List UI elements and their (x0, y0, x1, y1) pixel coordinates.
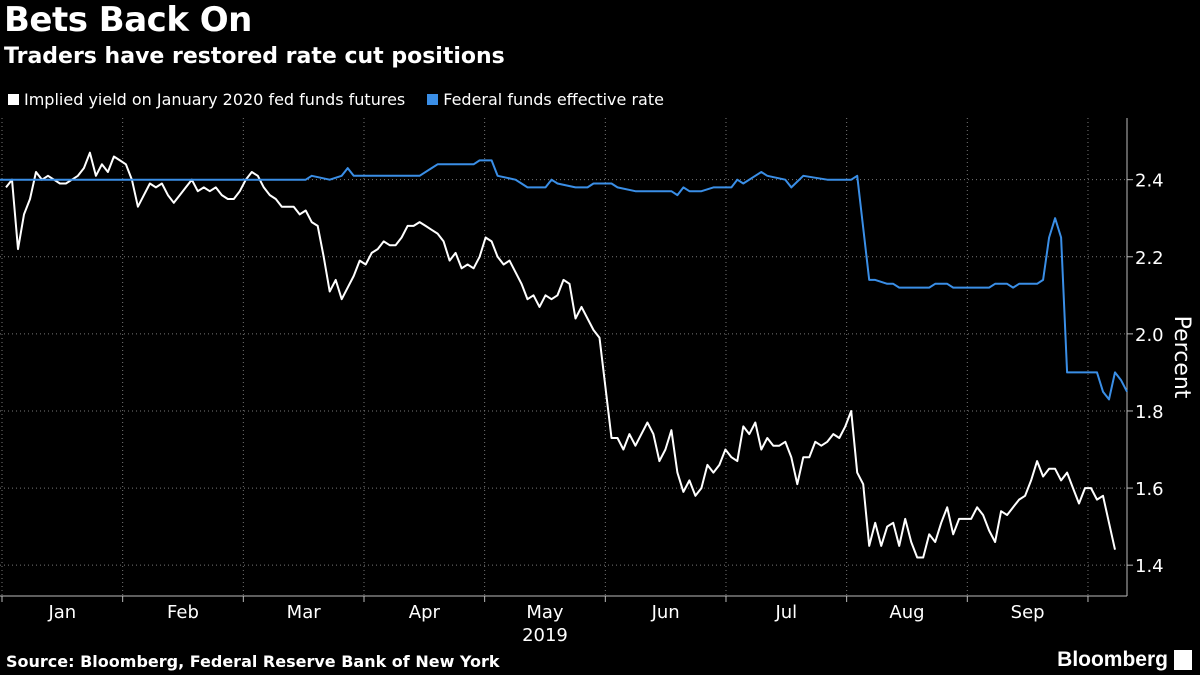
x-tick-label-mar: Mar (287, 602, 322, 623)
legend-item-fed-rate: Federal funds effective rate (427, 90, 664, 109)
legend-item-futures: Implied yield on January 2020 fed funds … (8, 90, 405, 109)
x-tick-label-jan: Jan (47, 602, 76, 623)
y-tick-label: 2.0 (1135, 325, 1164, 346)
bloomberg-logo-icon (1174, 650, 1192, 670)
x-axis-label: 2019 (522, 625, 568, 646)
y-tick-label: 1.6 (1135, 479, 1164, 500)
y-tick-label: 1.8 (1135, 402, 1164, 423)
x-tick-label-jul: Jul (774, 602, 797, 623)
y-tick-label: 1.4 (1135, 556, 1164, 577)
legend-label-futures: Implied yield on January 2020 fed funds … (24, 90, 406, 109)
y-axis-label: Percent (1169, 316, 1194, 399)
chart-title: Bets Back On (4, 0, 252, 40)
legend-label-fed-rate: Federal funds effective rate (443, 90, 664, 109)
legend: Implied yield on January 2020 fed funds … (8, 90, 664, 109)
x-tick-label-jun: Jun (651, 602, 680, 623)
legend-swatch-fed-rate (427, 94, 439, 105)
x-tick-label-sep: Sep (1011, 602, 1045, 623)
chart-subtitle: Traders have restored rate cut positions (4, 44, 505, 69)
x-tick-label-feb: Feb (167, 602, 199, 623)
x-tick-label-aug: Aug (889, 602, 924, 623)
source-note: Source: Bloomberg, Federal Reserve Bank … (6, 652, 500, 671)
legend-swatch-futures (8, 94, 19, 105)
x-tick-label-may: May (526, 602, 564, 623)
y-tick-label: 2.4 (1135, 171, 1164, 192)
series-line-fed-rate (0, 159, 1128, 401)
y-tick-label: 2.2 (1135, 248, 1164, 269)
bloomberg-logo: Bloomberg (1057, 648, 1168, 671)
series-line-futures (5, 151, 1116, 559)
x-tick-label-apr: Apr (409, 602, 441, 623)
